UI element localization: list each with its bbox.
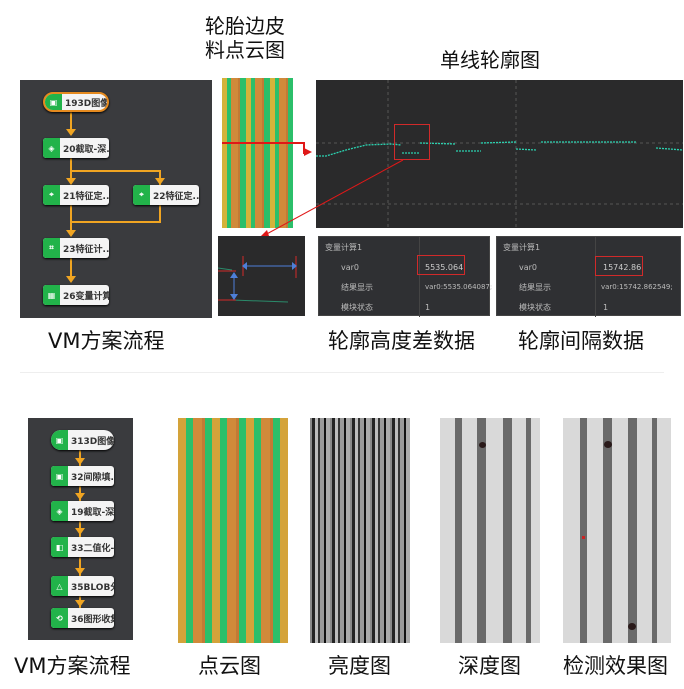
depth-image <box>440 418 540 643</box>
caption-flow-top: VM方案流程 <box>48 329 165 353</box>
flow-node[interactable]: ▣193D图像... <box>43 92 109 112</box>
pointcloud-image-top <box>222 78 293 228</box>
pointcloud-image <box>178 418 288 643</box>
flow-node[interactable]: ▣313D图像... <box>51 430 114 450</box>
blob-icon: △ <box>51 576 68 596</box>
caption-brightness: 亮度图 <box>328 654 391 678</box>
flow-panel-top: ▣193D图像... ◈20截取-深... ⌖21特征定... ⌖22特征定..… <box>20 80 212 318</box>
profile-title: 单线轮廓图 <box>440 48 540 72</box>
binarize-icon: ◧ <box>51 537 68 557</box>
flow-node[interactable]: ▦26变量计算1 <box>43 285 109 305</box>
profile-view <box>316 80 683 228</box>
flow-node[interactable]: ⌖ 21特征定... <box>43 185 109 205</box>
caption-detection: 检测效果图 <box>563 654 668 678</box>
brightness-image <box>310 418 410 643</box>
calculator-icon: ▦ <box>43 285 60 305</box>
image-icon: ▣ <box>45 94 62 110</box>
flow-panel-bottom: ▣313D图像... ▣32间隙填... ◈19截取-深... ◧33二值化-.… <box>28 418 133 640</box>
variable-table-spacing: 变量计算1 var0 15742.86 结果显示 var0:15742.862549… <box>496 236 681 317</box>
defect-marker <box>604 441 612 448</box>
flow-node[interactable]: ◈20截取-深... <box>43 138 109 158</box>
crop-icon: ◈ <box>51 501 68 521</box>
caption-spacing: 轮廓间隔数据 <box>518 329 644 353</box>
flow-node[interactable]: ⌗ 23特征计... <box>43 238 109 258</box>
locate-icon: ⌖ <box>133 185 150 205</box>
variable-table-height: 变量计算1 var0 5535.064 结果显示 var0:5535.064087;… <box>318 236 492 317</box>
flow-node[interactable]: ◧33二值化-... <box>51 537 114 557</box>
measure-icon: ⌗ <box>43 238 60 258</box>
flow-node[interactable]: △35BLOB分... <box>51 576 114 596</box>
pointcloud-title: 轮胎边皮 料点云图 <box>205 14 285 62</box>
flow-node[interactable]: ▣32间隙填... <box>51 466 114 486</box>
flow-node[interactable]: ⟲36图形收集1 <box>51 608 114 628</box>
flow-node[interactable]: ◈19截取-深... <box>51 501 114 521</box>
crop-icon: ◈ <box>43 138 60 158</box>
defect-marker <box>582 536 585 539</box>
caption-height: 轮廓高度差数据 <box>328 329 475 353</box>
collect-icon: ⟲ <box>51 608 68 628</box>
profile-zoom <box>217 236 305 316</box>
caption-pointcloud: 点云图 <box>198 654 261 678</box>
defect-marker <box>628 623 636 630</box>
flow-node[interactable]: ⌖ 22特征定... <box>133 185 199 205</box>
image-icon: ▣ <box>51 430 68 450</box>
fill-icon: ▣ <box>51 466 68 486</box>
locate-icon: ⌖ <box>43 185 60 205</box>
caption-flow-bottom: VM方案流程 <box>14 654 131 678</box>
caption-depth: 深度图 <box>458 654 521 678</box>
detection-image <box>563 418 671 643</box>
